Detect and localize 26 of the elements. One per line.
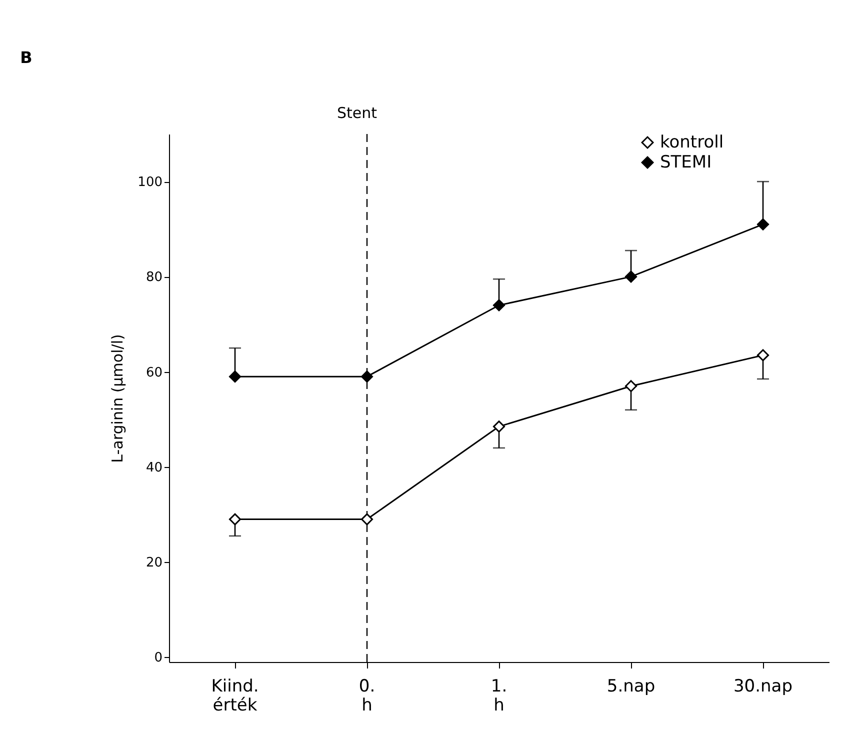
y-axis-title: L-arginin (µmol/l) <box>108 334 127 463</box>
point <box>625 270 637 283</box>
legend-label: STEMI <box>660 152 712 172</box>
y-tick-label: 80 <box>146 270 162 286</box>
x-tick-label: 0. h <box>358 676 376 716</box>
text: B <box>20 48 32 67</box>
point <box>625 380 637 392</box>
y-tick-label: 100 <box>138 175 162 190</box>
point <box>229 370 241 383</box>
y-tick-label: 20 <box>146 556 162 571</box>
point <box>361 513 373 526</box>
ref-line-label: Stent <box>337 104 378 122</box>
point <box>493 420 505 433</box>
y-tick-label: 0 <box>154 650 162 666</box>
x-tick-label: Kiind. érték <box>211 676 259 716</box>
point <box>757 218 769 230</box>
point <box>361 370 373 383</box>
x-tick-label: 1. h <box>490 676 508 716</box>
point <box>229 513 241 526</box>
point <box>757 349 769 362</box>
legend-label: kontroll <box>660 132 724 152</box>
y-tick-label: 60 <box>146 365 162 380</box>
point <box>493 299 505 312</box>
y-tick-label: 40 <box>146 460 162 476</box>
x-tick-label: 5.nap <box>606 676 656 696</box>
x-tick-label: 30.nap <box>733 676 793 696</box>
